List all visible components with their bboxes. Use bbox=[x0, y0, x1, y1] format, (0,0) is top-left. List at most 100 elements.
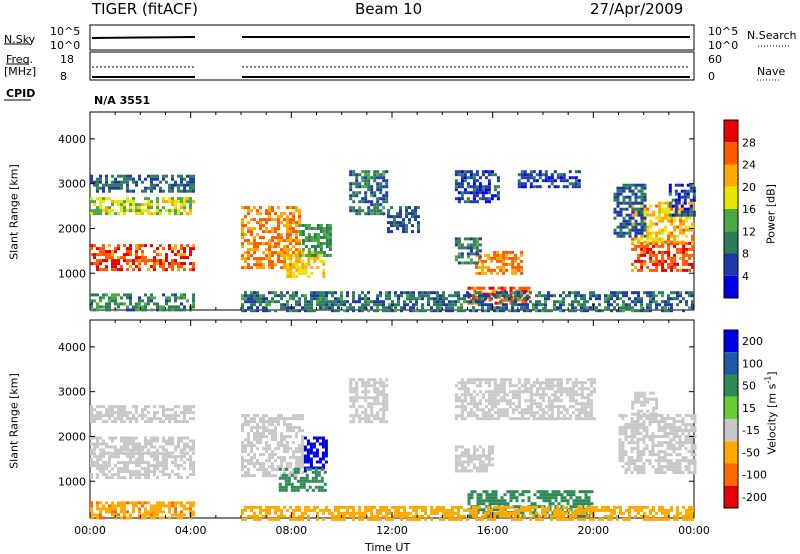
heatmap-cell bbox=[177, 455, 180, 459]
heatmap-cell bbox=[283, 263, 286, 267]
heatmap-cell bbox=[689, 210, 693, 214]
heatmap-cell bbox=[295, 268, 299, 272]
heatmap-cell bbox=[313, 309, 316, 313]
heatmap-cell bbox=[355, 387, 359, 391]
heatmap-cell bbox=[502, 309, 505, 313]
heatmap-cell bbox=[99, 206, 102, 210]
heatmap-cell bbox=[286, 253, 290, 257]
heatmap-cell bbox=[180, 439, 183, 443]
heatmap-cell bbox=[293, 488, 297, 492]
heatmap-cell bbox=[253, 206, 256, 210]
heatmap-cell bbox=[298, 221, 301, 225]
heatmap-cell bbox=[280, 414, 283, 418]
heatmap-cell bbox=[292, 251, 295, 255]
heatmap-cell bbox=[469, 191, 473, 195]
heatmap-cell bbox=[93, 442, 96, 446]
heatmap-cell bbox=[472, 243, 476, 247]
heatmap-cell bbox=[584, 502, 588, 506]
heatmap-cell bbox=[280, 508, 283, 512]
heatmap-cell bbox=[295, 209, 298, 213]
heatmap-cell bbox=[364, 396, 368, 400]
heatmap-cell bbox=[180, 411, 183, 415]
heatmap-cell bbox=[256, 438, 259, 442]
heatmap-cell bbox=[493, 517, 496, 521]
heatmap-cell bbox=[454, 463, 458, 467]
heatmap-cell bbox=[385, 384, 389, 388]
heatmap-cell bbox=[493, 250, 497, 254]
heatmap-cell bbox=[670, 265, 674, 269]
heatmap-cell bbox=[442, 517, 445, 521]
heatmap-cell bbox=[99, 448, 102, 452]
heatmap-cell bbox=[634, 259, 638, 263]
heatmap-cell bbox=[479, 502, 483, 506]
heatmap-cell bbox=[156, 439, 159, 443]
heatmap-cell bbox=[274, 426, 277, 430]
heatmap-cell bbox=[174, 293, 177, 297]
heatmap-cell bbox=[574, 399, 578, 403]
heatmap-cell bbox=[556, 185, 560, 189]
heatmap-cell bbox=[123, 174, 126, 178]
heatmap-cell bbox=[177, 212, 180, 216]
heatmap-cell bbox=[241, 294, 244, 298]
heatmap-cell bbox=[147, 299, 150, 303]
heatmap-cell bbox=[102, 455, 105, 459]
heatmap-cell bbox=[463, 393, 467, 397]
heatmap-cell bbox=[306, 457, 310, 461]
heatmap-cell bbox=[250, 218, 253, 222]
heatmap-cell bbox=[256, 459, 259, 463]
heatmap-cell bbox=[310, 256, 314, 260]
heatmap-cell bbox=[286, 221, 289, 225]
heatmap-cell bbox=[156, 247, 159, 251]
heatmap-cell bbox=[96, 405, 99, 409]
heatmap-cell bbox=[144, 197, 147, 201]
heatmap-cell bbox=[691, 201, 695, 205]
heatmap-cell bbox=[153, 473, 156, 477]
heatmap-cell bbox=[277, 215, 280, 219]
heatmap-cell bbox=[475, 200, 479, 204]
heatmap-cell bbox=[147, 510, 150, 514]
heatmap-cell bbox=[526, 378, 530, 382]
heatmap-cell bbox=[298, 517, 301, 521]
heatmap-cell bbox=[120, 436, 123, 440]
heatmap-cell bbox=[165, 302, 168, 306]
heatmap-cell bbox=[292, 514, 295, 518]
heatmap-cell bbox=[189, 209, 192, 213]
heatmap-cell bbox=[316, 245, 320, 248]
heatmap-cell bbox=[162, 174, 165, 178]
heatmap-cell bbox=[244, 239, 247, 243]
heatmap-cell bbox=[550, 414, 554, 418]
heatmap-cell bbox=[472, 200, 476, 204]
heatmap-cell bbox=[262, 251, 265, 255]
heatmap-cell bbox=[314, 473, 318, 477]
heatmap-cell bbox=[123, 209, 126, 213]
heatmap-cell bbox=[99, 470, 102, 474]
heatmap-cell bbox=[117, 461, 120, 465]
heatmap-cell bbox=[385, 378, 389, 382]
heatmap-cell bbox=[482, 286, 486, 290]
heatmap-cell bbox=[165, 414, 168, 418]
heatmap-cell bbox=[589, 297, 592, 301]
heatmap-cell bbox=[595, 505, 598, 509]
heatmap-cell bbox=[571, 384, 575, 388]
heatmap-cell bbox=[577, 505, 580, 509]
heatmap-cell bbox=[168, 186, 171, 190]
heatmap-cell bbox=[399, 215, 402, 219]
heatmap-cell bbox=[454, 445, 458, 449]
heatmap-cell bbox=[475, 237, 479, 241]
heatmap-cell bbox=[553, 185, 557, 189]
heatmap-cell bbox=[321, 439, 325, 443]
heatmap-cell bbox=[156, 183, 159, 187]
heatmap-cell bbox=[490, 194, 494, 198]
heatmap-cell bbox=[93, 408, 96, 412]
heatmap-cell bbox=[304, 300, 307, 304]
heatmap-cell bbox=[674, 210, 678, 214]
heatmap-cell bbox=[99, 458, 102, 462]
heatmap-cell bbox=[508, 381, 512, 385]
heatmap-cell bbox=[99, 405, 102, 409]
heatmap-cell bbox=[487, 445, 491, 449]
heatmap-cell bbox=[463, 170, 467, 174]
heatmap-cell bbox=[502, 514, 505, 518]
heatmap-cell bbox=[394, 309, 397, 313]
heatmap-cell bbox=[313, 239, 317, 242]
heatmap-cell bbox=[96, 308, 99, 312]
